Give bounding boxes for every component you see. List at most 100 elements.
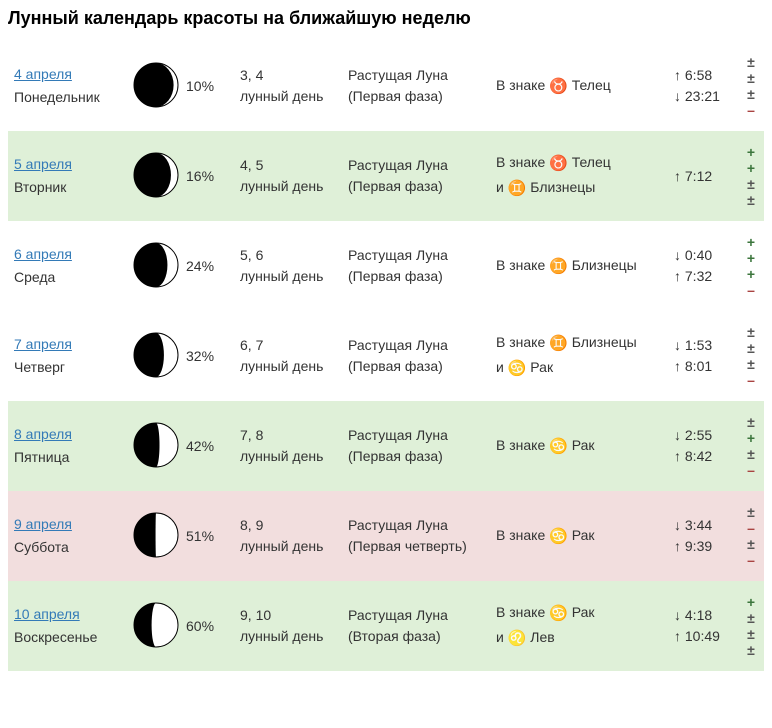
calendar-table: 4 апреля Понедельник 10% 3, 4лунный день Ра… <box>8 41 764 671</box>
rating-mark-icon: ± <box>747 447 755 461</box>
moonset-time: ↓ 3:44 <box>674 515 734 536</box>
calendar-row: 6 апреляСреда 24%5, 6лунный деньРастущая… <box>8 221 764 311</box>
weekday-label: Пятница <box>14 447 124 468</box>
moon-cell: 60% <box>132 601 232 652</box>
lunar-day-numbers: 9, 10 <box>240 605 340 626</box>
zodiac-name: Близнецы <box>568 257 637 273</box>
weekday-label: Понедельник <box>14 87 124 108</box>
moonset-time: ↓ 0:40 <box>674 245 734 266</box>
phase-cell: Растущая Луна(Первая фаза) <box>348 425 488 467</box>
date-cell: 6 апреля Среда <box>14 244 124 288</box>
phase-name: Растущая Луна <box>348 155 488 176</box>
moon-phase-icon <box>132 61 180 112</box>
rating-mark-icon: ± <box>747 415 755 429</box>
rating-mark-icon: ± <box>747 325 755 339</box>
zodiac-line: В знаке ♊ Близнецы <box>496 254 666 279</box>
rating-mark-icon: ± <box>747 71 755 85</box>
phase-sub: (Первая фаза) <box>348 356 488 377</box>
lunar-day-label: лунный день <box>240 176 340 197</box>
moonrise-time: ↑ 10:49 <box>674 626 734 647</box>
rating-mark-icon: ± <box>747 627 755 641</box>
moon-percent: 16% <box>186 168 214 184</box>
moon-phase-icon <box>132 151 180 202</box>
phase-name: Растущая Луна <box>348 245 488 266</box>
moon-phase-icon <box>132 421 180 472</box>
phase-name: Растущая Луна <box>348 515 488 536</box>
rating-mark-icon: + <box>747 595 755 609</box>
date-link[interactable]: 9 апреля <box>14 516 72 532</box>
lunar-day-numbers: 8, 9 <box>240 515 340 536</box>
zodiac-name: Рак <box>526 359 553 375</box>
moon-percent: 60% <box>186 618 214 634</box>
zodiac-line: В знаке ♉ Телец <box>496 74 666 99</box>
date-link[interactable]: 6 апреля <box>14 246 72 262</box>
rating-mark-icon: + <box>747 251 755 265</box>
moonrise-time: ↑ 9:39 <box>674 536 734 557</box>
rating-mark-icon: ± <box>747 193 755 207</box>
moonrise-time: ↑ 7:32 <box>674 266 734 287</box>
date-link[interactable]: 5 апреля <box>14 156 72 172</box>
zodiac-symbol-icon: ♉ <box>549 155 568 172</box>
weekday-label: Воскресенье <box>14 627 124 648</box>
rating-mark-icon: – <box>747 373 755 387</box>
rating-marks: ±±±– <box>742 325 760 387</box>
lunar-day-cell: 6, 7лунный день <box>240 335 340 377</box>
phase-name: Растущая Луна <box>348 425 488 446</box>
date-link[interactable]: 4 апреля <box>14 66 72 82</box>
zodiac-cell: В знаке ♊ Близнецыи ♋ Рак <box>496 331 666 381</box>
moonset-time: ↓ 23:21 <box>674 86 734 107</box>
rating-mark-icon: – <box>747 463 755 477</box>
phase-sub: (Первая фаза) <box>348 266 488 287</box>
calendar-row: 7 апреляЧетверг 32%6, 7лунный деньРастущ… <box>8 311 764 401</box>
lunar-day-cell: 7, 8лунный день <box>240 425 340 467</box>
times-cell: ↓ 4:18↑ 10:49 <box>674 605 734 647</box>
date-cell: 4 апреля Понедельник <box>14 64 124 108</box>
moonset-time: ↓ 1:53 <box>674 335 734 356</box>
zodiac-name: Телец <box>568 154 611 170</box>
times-cell: ↓ 3:44↑ 9:39 <box>674 515 734 557</box>
times-cell: ↑ 7:12 <box>674 166 734 187</box>
rating-mark-icon: + <box>747 161 755 175</box>
date-cell: 5 апреляВторник <box>14 154 124 198</box>
phase-cell: Растущая Луна(Первая фаза) <box>348 245 488 287</box>
date-link[interactable]: 10 апреля <box>14 606 80 622</box>
rating-mark-icon: + <box>747 235 755 249</box>
zodiac-name: Телец <box>568 77 611 93</box>
weekday-label: Среда <box>14 267 124 288</box>
phase-sub: (Первая фаза) <box>348 176 488 197</box>
zodiac-line: В знаке ♉ Телец <box>496 151 666 176</box>
times-cell: ↑ 6:58↓ 23:21 <box>674 65 734 107</box>
calendar-row: 5 апреляВторник 16% 4, 5лунный день Растущ… <box>8 131 764 221</box>
lunar-day-cell: 3, 4лунный день <box>240 65 340 107</box>
phase-cell: Растущая Луна(Вторая фаза) <box>348 605 488 647</box>
lunar-day-label: лунный день <box>240 266 340 287</box>
date-cell: 10 апреля Воскресенье <box>14 604 124 648</box>
zodiac-cell: В знаке ♋ Раки ♌ Лев <box>496 601 666 651</box>
moon-percent: 10% <box>186 78 214 94</box>
rating-mark-icon: ± <box>747 177 755 191</box>
phase-name: Растущая Луна <box>348 605 488 626</box>
moon-percent: 51% <box>186 528 214 544</box>
zodiac-cell: В знаке ♉ Телец <box>496 74 666 99</box>
date-link[interactable]: 7 апреля <box>14 336 72 352</box>
lunar-day-cell: 4, 5лунный день <box>240 155 340 197</box>
moon-cell: 10% <box>132 61 232 112</box>
zodiac-line: В знаке ♋ Рак <box>496 524 666 549</box>
rating-mark-icon: – <box>747 103 755 117</box>
rating-marks: +++– <box>742 235 760 297</box>
zodiac-name: Близнецы <box>526 179 595 195</box>
zodiac-name: Близнецы <box>568 334 637 350</box>
lunar-day-cell: 8, 9лунный день <box>240 515 340 557</box>
moon-percent: 24% <box>186 258 214 274</box>
rating-marks: +±±± <box>742 595 760 657</box>
rating-mark-icon: ± <box>747 505 755 519</box>
rating-mark-icon: ± <box>747 537 755 551</box>
date-link[interactable]: 8 апреля <box>14 426 72 442</box>
rating-marks: ++±± <box>742 145 760 207</box>
zodiac-name: Рак <box>568 604 595 620</box>
zodiac-line: и ♋ Рак <box>496 356 666 381</box>
weekday-label: Четверг <box>14 357 124 378</box>
zodiac-cell: В знаке ♋ Рак <box>496 434 666 459</box>
rating-mark-icon: ± <box>747 55 755 69</box>
zodiac-name: Рак <box>568 437 595 453</box>
